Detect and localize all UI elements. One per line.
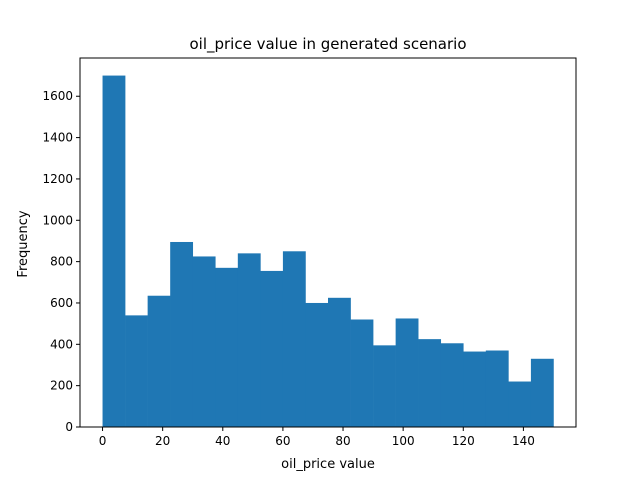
histogram-bar (373, 345, 396, 427)
histogram-bar (147, 295, 171, 427)
histogram-bar (260, 270, 284, 427)
histogram-bar (485, 350, 509, 427)
x-tick-label: 40 (215, 434, 230, 448)
y-axis-label: Frequency (16, 210, 31, 277)
histogram-bar (395, 318, 419, 427)
y-tick-label: 0 (65, 420, 73, 434)
y-axis-ticks: 0 200 400 600 800 1000 1200 1400 1600 (42, 89, 80, 434)
chart-title: oil_price value in generated scenario (189, 35, 466, 54)
x-tick-label: 20 (155, 434, 170, 448)
histogram-bar (170, 241, 194, 427)
y-tick-label: 400 (50, 337, 73, 351)
y-tick-label: 800 (50, 255, 73, 269)
x-tick-label: 120 (452, 434, 475, 448)
x-tick-label: 60 (275, 434, 290, 448)
y-tick-label: 1000 (42, 213, 73, 227)
y-tick-label: 600 (50, 296, 73, 310)
x-tick-label: 100 (392, 434, 415, 448)
histogram-bar (418, 339, 442, 427)
histogram-bar (215, 267, 239, 427)
x-tick-label: 140 (512, 434, 535, 448)
y-tick-label: 1600 (42, 89, 73, 103)
histogram-bar (192, 256, 216, 427)
plot-frame (79, 57, 577, 428)
histogram-bar (305, 302, 329, 427)
histogram-bar (530, 358, 554, 427)
histogram-bar (440, 343, 464, 427)
x-tick-label: 80 (335, 434, 350, 448)
x-axis-ticks: 0 20 40 60 80 100 120 140 (99, 427, 535, 448)
histogram-bar (125, 315, 148, 427)
histogram-bar (508, 381, 532, 427)
y-tick-label: 1400 (42, 131, 73, 145)
histogram-bar (350, 319, 374, 427)
histogram-bar (102, 75, 126, 428)
histogram-bar (328, 297, 351, 427)
y-tick-label: 1200 (42, 172, 73, 186)
x-axis-label: oil_price value (281, 457, 375, 472)
histogram-bar (282, 251, 306, 427)
x-tick-label: 0 (99, 434, 107, 448)
histogram-bar (463, 351, 487, 427)
y-tick-label: 200 (50, 379, 73, 393)
bars-group (102, 75, 554, 428)
histogram-bar (237, 253, 261, 427)
